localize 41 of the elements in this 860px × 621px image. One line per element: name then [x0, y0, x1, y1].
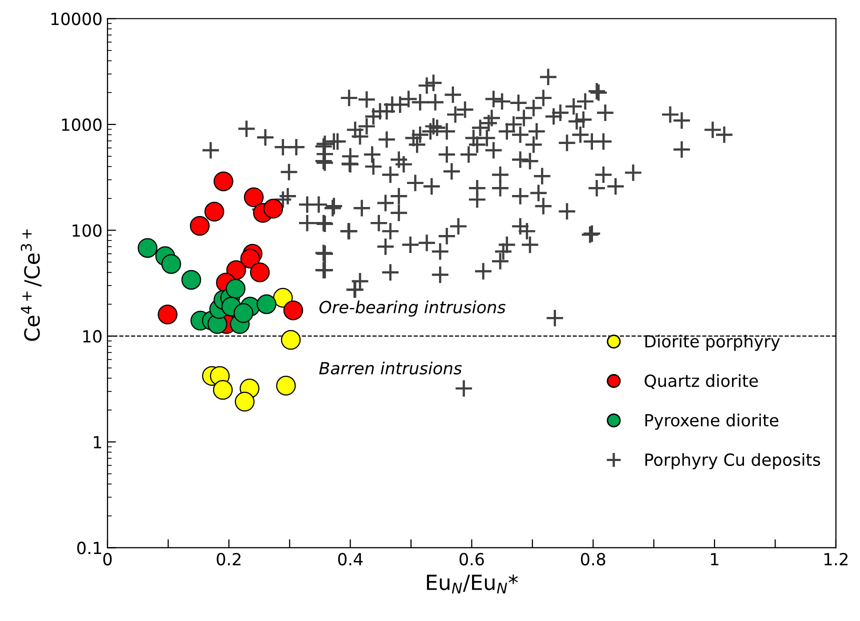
point	[190, 216, 210, 236]
point	[226, 278, 246, 299]
annotation: Barren intrusions	[319, 362, 462, 375]
y-tick-label: 1	[94, 436, 102, 448]
x-tick-label: 0	[103, 552, 112, 566]
legend-label: Diorite porphyry	[645, 334, 780, 351]
point	[250, 262, 270, 282]
x-tick-label: 1.2	[824, 552, 848, 566]
annotation: Ore-bearing intrusions	[319, 300, 506, 317]
y-axis-title: Ce$^{4+}$/Ce$^{3+}$	[20, 229, 42, 341]
point	[138, 238, 158, 258]
legend-label: Porphyry Cu deposits	[645, 453, 820, 470]
x-tick-label: 0.6	[460, 552, 484, 566]
x-axis-title: Eu$_{N}$/Eu$_{N}$*	[426, 574, 518, 594]
x-tick-label: 0.4	[338, 552, 363, 566]
y-tick-label: 10000	[51, 12, 102, 26]
y-tick-label: 1000	[62, 118, 102, 132]
point	[256, 294, 276, 314]
point	[240, 248, 260, 268]
point	[158, 304, 178, 324]
x-tick-label: 1	[711, 553, 718, 566]
point	[283, 300, 304, 320]
y-tick-label: 100	[72, 224, 102, 237]
y-tick-label: 10	[83, 330, 102, 343]
point	[212, 380, 233, 400]
point	[263, 198, 284, 219]
legend-label: Quartz diorite	[644, 374, 758, 389]
point	[181, 270, 202, 290]
point	[161, 254, 182, 274]
point	[244, 187, 264, 208]
x-tick-label: 0.8	[580, 552, 606, 566]
point	[276, 376, 296, 396]
y-tick-label: 0.1	[77, 542, 102, 554]
point	[204, 202, 224, 222]
point	[280, 330, 301, 350]
x-tick-label: 0.2	[216, 552, 240, 566]
legend-label: Pyroxene diorite	[645, 414, 778, 430]
point	[226, 260, 246, 280]
point	[214, 171, 234, 192]
point	[234, 303, 254, 323]
point	[234, 392, 255, 412]
